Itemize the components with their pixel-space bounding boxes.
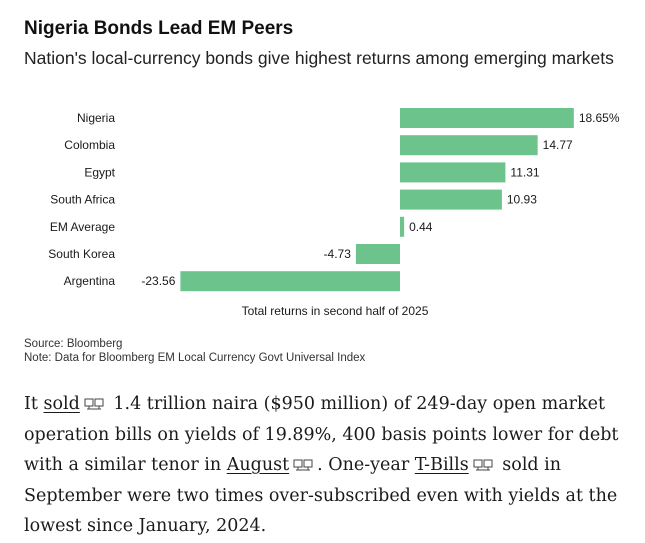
value-label-egypt: 11.31 (510, 165, 539, 179)
category-label-argentina: Argentina (64, 274, 116, 288)
dictionary-icon[interactable] (473, 459, 493, 471)
value-label-em-average: 0.44 (409, 220, 433, 234)
article-text-2: 1.4 trillion naira ($950 million) of 249… (24, 394, 619, 475)
source-text: Source: Bloomberg (24, 338, 123, 350)
category-label-em-average: EM Average (50, 220, 115, 234)
bar-nigeria (400, 108, 574, 128)
category-label-egypt: Egypt (84, 165, 115, 179)
value-label-nigeria: 18.65% (579, 111, 620, 125)
value-label-argentina: -23.56 (141, 274, 175, 288)
chart-title: Nigeria Bonds Lead EM Peers (24, 18, 294, 39)
value-label-south-africa: 10.93 (507, 193, 537, 207)
article-paragraph: It sold 1.4 trillion naira ($950 million… (24, 389, 629, 542)
chart-footer: Source: Bloomberg Note: Data for Bloombe… (24, 337, 365, 365)
bar-argentina (180, 271, 400, 292)
value-label-colombia: 14.77 (543, 138, 573, 152)
bar-chart: Nigeria 18.65% Colombia 14.77 Egypt 11.31 Sout… (48, 108, 620, 318)
link-t-bills[interactable]: T-Bills (414, 455, 469, 475)
bar-egypt (400, 162, 506, 183)
bar-south-africa (400, 189, 502, 210)
article-text-4: sold in September were two times over-su… (24, 455, 618, 536)
bar-colombia (400, 135, 538, 156)
bar-south-korea (355, 244, 400, 264)
dictionary-icon[interactable] (293, 459, 313, 471)
x-axis-label: Total returns in second half of 2025 (242, 304, 429, 318)
bar-em-average (400, 216, 405, 237)
chart-subtitle: Nation's local-currency bonds give highe… (24, 48, 614, 68)
note-text: Note: Data for Bloomberg EM Local Curren… (24, 352, 366, 364)
link-august[interactable]: August (226, 455, 290, 475)
category-label-south-africa: South Africa (50, 193, 115, 207)
dictionary-icon[interactable] (84, 398, 104, 410)
article-text-3: . One-year (317, 455, 415, 475)
value-label-south-korea: -4.73 (324, 247, 352, 261)
category-label-colombia: Colombia (64, 138, 115, 152)
category-label-nigeria: Nigeria (77, 111, 115, 125)
link-sold[interactable]: sold (43, 394, 80, 414)
category-label-south-korea: South Korea (48, 247, 115, 261)
article-text-1: It (24, 394, 44, 414)
